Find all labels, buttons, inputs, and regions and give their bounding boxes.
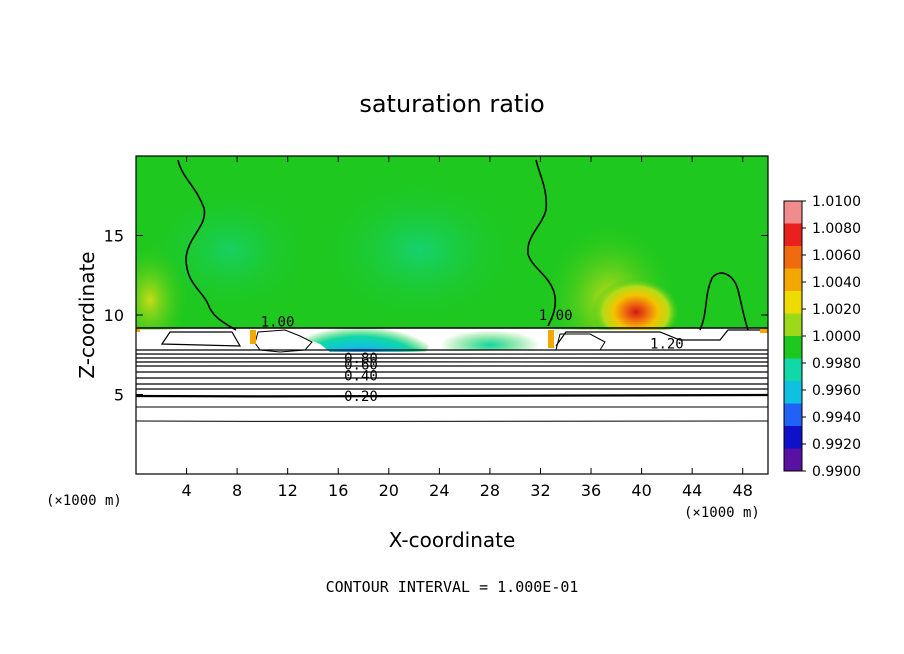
colorbar-swatch <box>784 358 802 382</box>
y-tick-label: 10 <box>104 306 124 325</box>
contour-label-group: 1.00 1.00 1.20 0.800.600.40 0.20 <box>261 308 684 405</box>
contour-label: 1.20 <box>650 337 684 353</box>
x-axis: 4 8 12 16 20 24 28 32 36 40 44 48 <box>181 156 753 500</box>
colorbar-swatch <box>784 201 802 224</box>
colorbar-label: 0.9900 <box>812 464 861 480</box>
x-tick-label: 44 <box>682 481 702 500</box>
contour-line <box>527 159 557 327</box>
x-axis-label: X-coordinate <box>389 528 516 552</box>
colorbar-label: 1.0040 <box>812 275 861 291</box>
contour-field: 1.00 1.00 1.20 0.800.600.40 0.20 <box>136 156 768 474</box>
colorbar-swatch <box>784 246 802 269</box>
colorbar-label: 0.9940 <box>812 410 861 426</box>
colorbar-swatch <box>784 336 802 359</box>
y-axis: 5 10 15 <box>104 227 768 405</box>
colorbar-label: 1.0100 <box>812 194 861 210</box>
x-tick-label: 36 <box>581 481 601 500</box>
colorbar-swatch <box>784 448 802 472</box>
colorbar-label: 0.9920 <box>812 437 861 453</box>
colorbar: 1.0100 1.0080 1.0060 1.0040 1.0020 1.0000 0.99… <box>783 194 861 480</box>
chart-title: saturation ratio <box>359 90 544 118</box>
x-tick-label: 16 <box>328 481 348 500</box>
y-tick-label: 15 <box>104 227 124 246</box>
contour-label: 0.80 <box>344 351 378 367</box>
colorbar-label: 0.9960 <box>812 383 861 399</box>
colorbar-swatch <box>784 381 802 404</box>
contour-label: 0.40 <box>344 368 378 384</box>
contour-label: 0.20 <box>344 389 378 405</box>
contour-line <box>699 272 749 331</box>
x-tick-label: 20 <box>379 481 399 500</box>
x-tick-label: 32 <box>530 481 550 500</box>
colorbar-swatch <box>784 426 802 449</box>
supersaturated-blob <box>592 278 680 346</box>
x-tick-label: 24 <box>429 481 449 500</box>
colorbar-swatch <box>784 291 802 314</box>
contour-label: 1.00 <box>539 308 573 324</box>
x-unit-label-right: (×1000 m) <box>684 505 760 521</box>
contour-label: 0.60 <box>344 357 378 373</box>
y-axis-label: Z-coordinate <box>75 251 99 378</box>
stratified-contours <box>136 349 768 422</box>
x-tick-label: 48 <box>733 481 753 500</box>
colorbar-label: 1.0000 <box>812 329 861 345</box>
contour-line <box>177 159 237 331</box>
colorbar-label: 1.0080 <box>812 221 861 237</box>
x-tick-label: 12 <box>278 481 298 500</box>
y-tick-label: 5 <box>114 386 124 405</box>
colorbar-swatch <box>784 223 802 247</box>
colorbar-label: 1.0060 <box>812 248 861 264</box>
colorbar-label: 1.0020 <box>812 302 861 318</box>
x-tick-label: 40 <box>631 481 651 500</box>
x-unit-label-left: (×1000 m) <box>46 493 122 509</box>
contour-interval-note: CONTOUR INTERVAL = 1.000E-01 <box>326 578 579 596</box>
colorbar-label: 0.9980 <box>812 356 861 372</box>
colorbar-swatch <box>784 313 802 337</box>
x-tick-label: 28 <box>480 481 500 500</box>
x-tick-label: 4 <box>181 481 191 500</box>
colorbar-swatch <box>784 268 802 292</box>
x-tick-label: 8 <box>232 481 242 500</box>
contour-label: 1.00 <box>261 314 295 330</box>
colorbar-swatch <box>784 403 802 427</box>
